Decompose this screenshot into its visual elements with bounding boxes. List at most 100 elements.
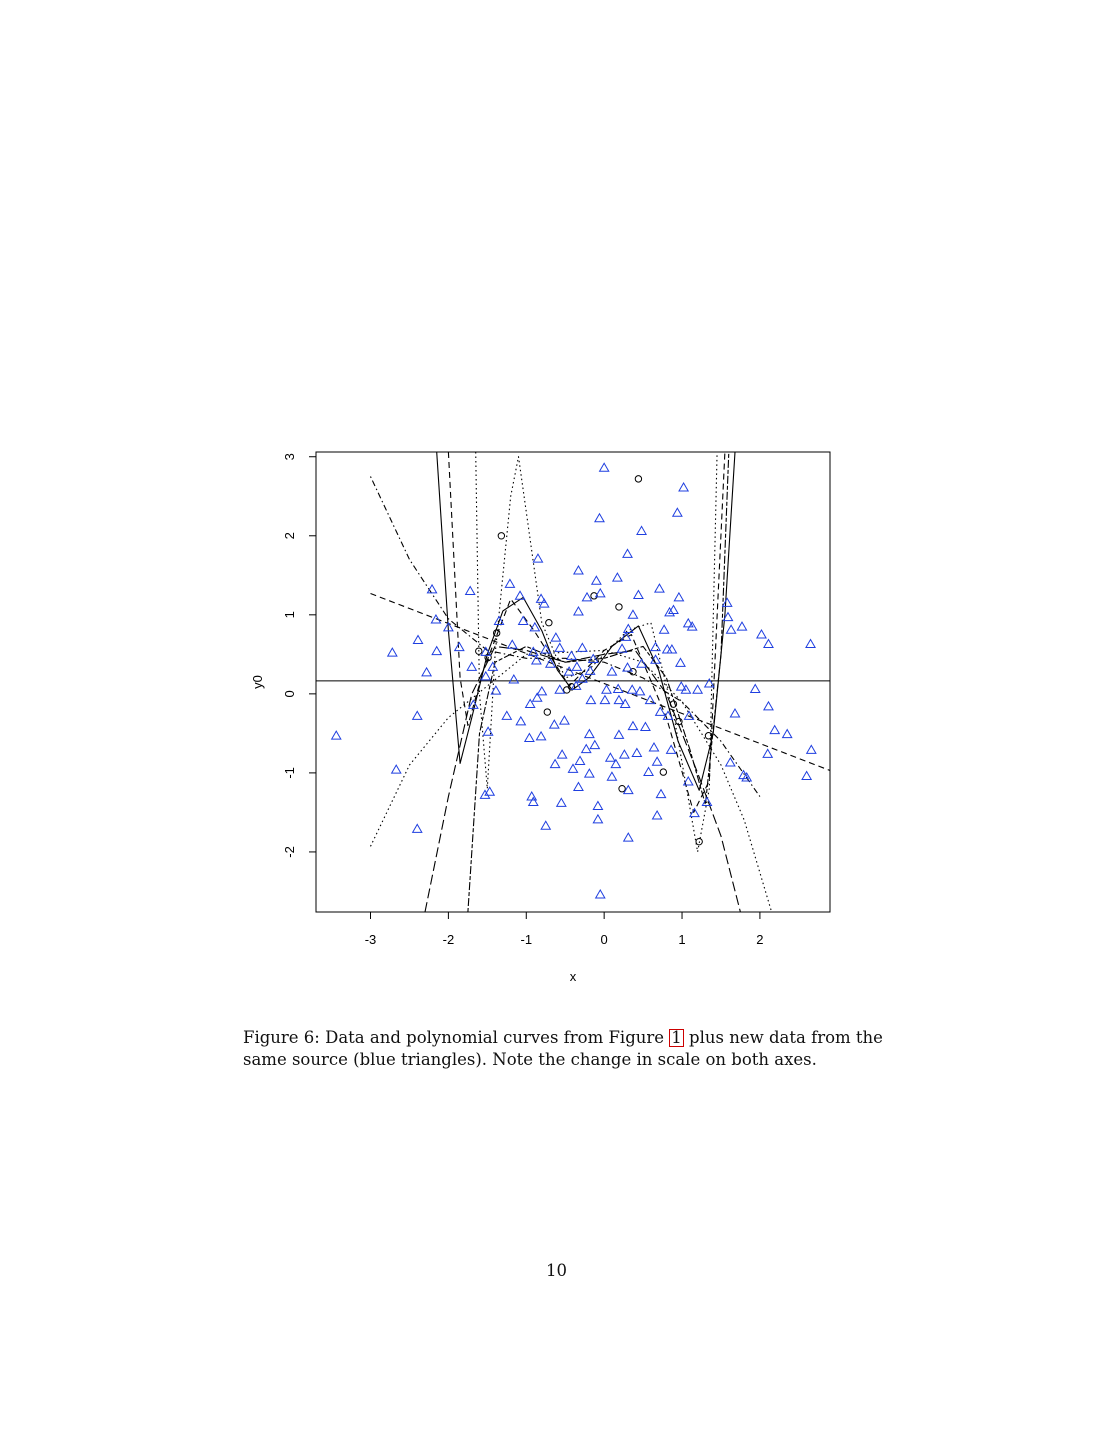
data-point-triangle <box>524 698 536 709</box>
data-point-triangle <box>487 661 499 671</box>
data-point-triangle <box>606 771 618 781</box>
data-point-triangle <box>548 719 560 729</box>
data-point-triangle <box>632 589 644 599</box>
data-point-triangle <box>689 807 700 818</box>
data-point-triangle <box>330 730 342 740</box>
data-point-triangle <box>536 685 548 696</box>
data-point-triangle <box>574 755 586 765</box>
data-point-circle <box>590 592 598 600</box>
data-point-circle <box>484 653 492 662</box>
data-point-triangle <box>585 694 597 705</box>
data-point-triangle <box>721 597 733 607</box>
data-point-triangle <box>412 634 424 645</box>
data-point-triangle <box>464 585 476 596</box>
caption-text-end: plus new data from the same source (blue… <box>243 1028 883 1069</box>
data-point-triangle <box>501 710 513 720</box>
data-point-triangle <box>805 744 817 754</box>
figure-reference-link[interactable]: 1 <box>669 1028 684 1047</box>
y-tick-label: -2 <box>282 846 297 858</box>
data-point-triangle <box>604 752 616 762</box>
data-point-triangle <box>729 708 741 718</box>
data-point-triangle <box>590 575 602 585</box>
data-point-triangle <box>682 775 694 786</box>
caption-text-start: Figure 6: Data and polynomial curves fro… <box>243 1028 670 1047</box>
data-point-triangle <box>762 748 774 758</box>
figure-caption: Figure 6: Data and polynomial curves fro… <box>243 1027 883 1071</box>
data-point-triangle <box>581 591 593 602</box>
y-tick-label: 1 <box>282 611 297 618</box>
data-point-triangle <box>594 587 606 598</box>
data-point-triangle <box>558 715 570 725</box>
data-point-triangle <box>587 653 599 663</box>
data-point-triangle <box>639 721 651 731</box>
data-point-triangle <box>540 643 552 654</box>
data-point-circle <box>675 717 683 726</box>
data-point-triangle <box>701 796 713 807</box>
data-point-triangle <box>572 781 584 792</box>
x-tick-label: 0 <box>601 932 608 947</box>
data-points <box>330 462 817 899</box>
data-point-triangle <box>386 647 398 657</box>
polynomial-curve <box>424 645 741 912</box>
data-point-circle <box>695 837 703 846</box>
data-point-triangle <box>763 638 774 648</box>
data-point-circle <box>618 785 626 793</box>
polynomial-curve <box>467 452 730 912</box>
data-point-triangle <box>592 813 604 824</box>
data-point-triangle <box>529 621 541 632</box>
data-point-triangle <box>571 661 583 671</box>
data-point-triangle <box>554 684 566 694</box>
x-tick-label: 2 <box>756 932 763 947</box>
data-point-triangle <box>583 728 595 739</box>
data-point-triangle <box>572 606 584 616</box>
data-point-triangle <box>504 578 516 588</box>
data-point-triangle <box>636 525 647 535</box>
data-point-triangle <box>540 820 552 830</box>
data-point-triangle <box>390 764 402 774</box>
data-point-triangle <box>756 628 767 639</box>
data-point-triangle <box>618 749 630 759</box>
data-point-triangle <box>613 729 625 739</box>
data-point-triangle <box>490 685 502 695</box>
data-point-triangle <box>567 763 579 773</box>
polynomial-curves <box>316 452 830 912</box>
data-point-triangle <box>703 677 715 688</box>
data-point-triangle <box>648 741 660 752</box>
data-point-triangle <box>627 720 639 731</box>
data-point-triangle <box>611 572 623 582</box>
data-point-triangle <box>666 643 678 654</box>
y-tick-label: 3 <box>282 453 297 460</box>
data-point-triangle <box>515 715 527 726</box>
data-point-triangle <box>722 611 734 622</box>
data-point-triangle <box>466 661 478 671</box>
data-point-triangle <box>517 615 529 626</box>
data-point-triangle <box>565 650 577 660</box>
data-point-triangle <box>650 641 662 652</box>
polynomial-curve <box>436 452 736 791</box>
data-point-triangle <box>431 645 443 656</box>
y-tick-label: 2 <box>282 532 297 539</box>
plot-frame <box>315 451 831 913</box>
data-point-triangle <box>421 666 433 677</box>
data-point-triangle <box>442 621 454 632</box>
data-point-triangle <box>769 724 781 735</box>
data-point-triangle <box>480 670 492 681</box>
x-tick-label: -1 <box>520 932 532 947</box>
data-point-triangle <box>493 615 505 626</box>
data-point-triangle <box>650 654 662 664</box>
data-point-triangle <box>673 591 685 602</box>
data-point-circle <box>615 603 623 611</box>
data-point-triangle <box>531 692 543 702</box>
data-point-triangle <box>411 823 423 833</box>
data-point-triangle <box>612 683 624 694</box>
data-point-triangle <box>479 789 491 799</box>
data-point-triangle <box>622 832 634 842</box>
data-point-triangle <box>538 598 550 608</box>
data-point-triangle <box>634 685 646 696</box>
x-tick-label: 1 <box>678 932 685 947</box>
data-point-triangle <box>570 680 582 690</box>
data-point-triangle <box>653 583 665 593</box>
data-point-circle <box>492 629 501 637</box>
data-point-triangle <box>738 769 750 780</box>
data-point-triangle <box>576 642 588 652</box>
